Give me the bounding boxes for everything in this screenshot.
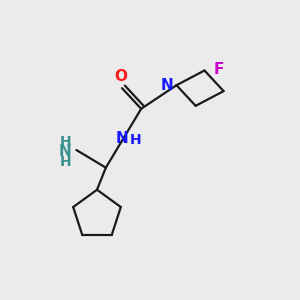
Text: N: N bbox=[116, 131, 128, 146]
Text: N: N bbox=[59, 144, 72, 159]
Text: H: H bbox=[130, 133, 142, 147]
Text: H: H bbox=[59, 135, 71, 149]
Text: F: F bbox=[213, 61, 224, 76]
Text: H: H bbox=[59, 155, 71, 169]
Text: O: O bbox=[114, 69, 127, 84]
Text: N: N bbox=[160, 78, 173, 93]
